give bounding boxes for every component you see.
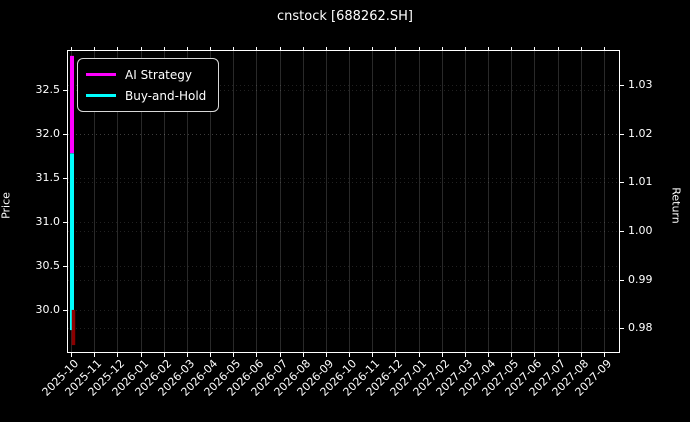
legend-item-buy-and-hold: Buy-and-Hold xyxy=(86,85,206,106)
chart-title: cnstock [688262.SH] xyxy=(277,9,413,24)
legend-label-buy-and-hold: Buy-and-Hold xyxy=(125,88,207,103)
y-tick-label-right: 1.01 xyxy=(628,175,653,189)
y-tick-label-left: 31.0 xyxy=(35,214,61,228)
y-tick-label-left: 31.5 xyxy=(35,170,61,184)
y-tick-label-right: 1.02 xyxy=(628,126,653,140)
y-tick-label-right: 1.03 xyxy=(628,78,653,92)
y-tick-label-right: 1.00 xyxy=(628,223,653,237)
y-tick-label-left: 32.0 xyxy=(35,126,61,140)
legend-label-ai-strategy: AI Strategy xyxy=(125,67,192,82)
ai-strategy-line-swatch xyxy=(86,73,116,76)
y-axis-label-right: Return xyxy=(669,187,683,224)
buy-and-hold-line-swatch xyxy=(86,94,116,97)
y-tick-label-right: 0.99 xyxy=(628,272,653,286)
y-tick-label-left: 32.5 xyxy=(35,83,61,97)
y-tick-label-left: 30.0 xyxy=(35,302,61,316)
plot-area xyxy=(67,50,620,353)
legend: AI Strategy Buy-and-Hold xyxy=(77,58,220,112)
y-tick-label-left: 30.5 xyxy=(35,258,61,272)
y-tick-label-right: 0.98 xyxy=(628,321,653,335)
legend-item-ai-strategy: AI Strategy xyxy=(86,64,206,85)
